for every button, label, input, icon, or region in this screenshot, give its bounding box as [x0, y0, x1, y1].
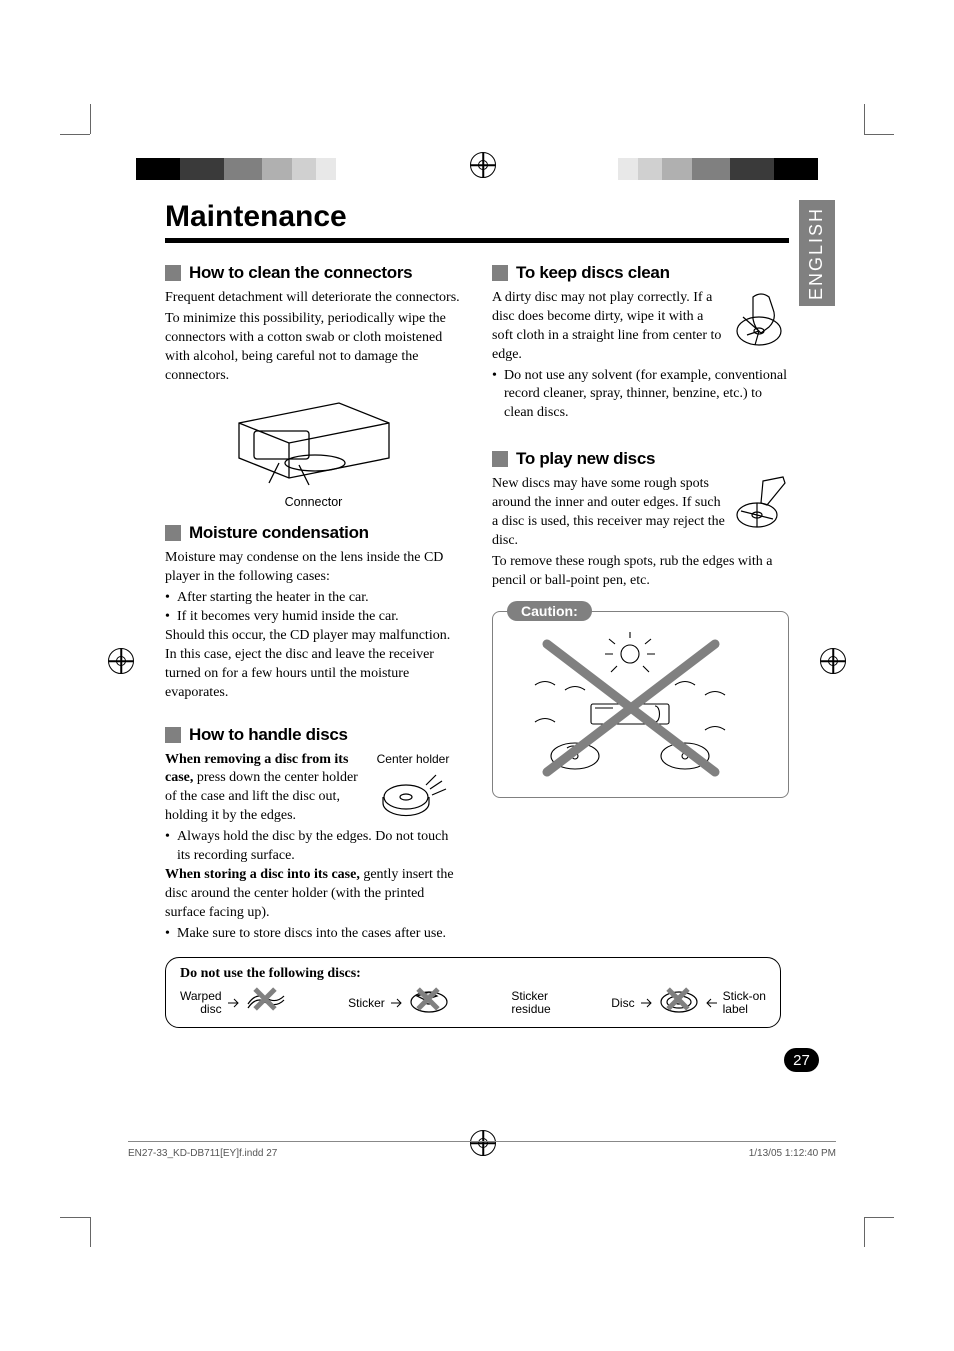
- registration-mark-icon: [470, 152, 496, 178]
- page-content: Maintenance ENGLISH How to clean the con…: [165, 200, 789, 1028]
- label: Sticker: [511, 989, 548, 1003]
- list-item: Do not use any solvent (for example, con…: [504, 367, 789, 424]
- center-holder-block: Center holder: [364, 751, 462, 824]
- label: Warped: [180, 989, 222, 1003]
- heading-text: To play new discs: [516, 449, 655, 469]
- caution-label: Caution:: [507, 601, 592, 621]
- paragraph: To remove these rough spots, rub the edg…: [492, 553, 789, 591]
- footer: EN27-33_KD-DB711[EY]f.indd 27 1/13/05 1:…: [128, 1141, 836, 1159]
- body-text: Frequent detachment will deteriorate the…: [165, 289, 462, 385]
- disc-warning-box: Do not use the following discs: Warped d…: [165, 957, 781, 1028]
- page-title: Maintenance: [165, 200, 789, 243]
- disc-warning-title: Do not use the following discs:: [180, 966, 766, 982]
- registration-mark-icon: [820, 648, 846, 674]
- body-text: Moisture may condense on the lens inside…: [165, 549, 462, 702]
- disc-warning-item: Disc Stick-on label: [611, 988, 766, 1017]
- paragraph: To minimize this possibility, periodical…: [165, 310, 462, 386]
- label: Sticker: [348, 996, 385, 1010]
- paragraph: When storing a disc into its case, gentl…: [165, 866, 462, 923]
- connector-illustration: [165, 393, 462, 493]
- disc-case-illustration: [378, 767, 448, 817]
- body-text: New discs may have some rough spots arou…: [492, 475, 789, 590]
- left-column: How to clean the connectors Frequent det…: [165, 257, 462, 943]
- heading-bullet-icon: [165, 727, 181, 743]
- list-item: Always hold the disc by the edges. Do no…: [177, 828, 462, 866]
- list-item: If it becomes very humid inside the car.: [177, 608, 399, 627]
- right-column: To keep discs clean A dirty disc may not…: [492, 257, 789, 943]
- heading-text: Moisture condensation: [189, 523, 369, 543]
- label: residue: [511, 1002, 550, 1016]
- paragraph: Moisture may condense on the lens inside…: [165, 549, 462, 587]
- heading-bullet-icon: [492, 265, 508, 281]
- list-item: After starting the heater in the car.: [177, 589, 369, 608]
- section-heading: To play new discs: [492, 449, 789, 469]
- registration-mark-icon: [108, 648, 134, 674]
- color-bar-right: [618, 158, 818, 180]
- wipe-disc-illustration: [733, 289, 789, 349]
- language-tab: ENGLISH: [799, 200, 835, 306]
- heading-bullet-icon: [492, 451, 508, 467]
- footer-right: 1/13/05 1:12:40 PM: [749, 1148, 836, 1159]
- heading-text: How to clean the connectors: [189, 263, 412, 283]
- color-bar-left: [136, 158, 336, 180]
- section-heading: To keep discs clean: [492, 263, 789, 283]
- heading-text: How to handle discs: [189, 725, 348, 745]
- paragraph: Frequent detachment will deteriorate the…: [165, 289, 462, 308]
- page-number: 27: [784, 1048, 819, 1072]
- disc-warning-item: Sticker: [348, 988, 451, 1017]
- disc-warning-item: Sticker residue: [511, 990, 550, 1016]
- pen-disc-illustration: [733, 475, 789, 531]
- x-mark-icon: [254, 988, 276, 1010]
- label: disc: [200, 1002, 221, 1016]
- heading-bullet-icon: [165, 525, 181, 541]
- disc-warning-item: Warped disc: [180, 988, 288, 1017]
- heading-text: To keep discs clean: [516, 263, 670, 283]
- section-heading: How to handle discs: [165, 725, 462, 745]
- body-text: A dirty disc may not play correctly. If …: [492, 289, 789, 423]
- illustration-caption: Connector: [165, 495, 462, 509]
- footer-left: EN27-33_KD-DB711[EY]f.indd 27: [128, 1148, 277, 1159]
- list-item: Make sure to store discs into the cases …: [177, 925, 446, 944]
- caution-illustration: [505, 630, 755, 780]
- section-heading: Moisture condensation: [165, 523, 462, 543]
- section-heading: How to clean the connectors: [165, 263, 462, 283]
- paragraph: Should this occur, the CD player may mal…: [165, 627, 462, 703]
- label: Disc: [611, 996, 634, 1010]
- caution-box: Caution:: [492, 611, 789, 798]
- heading-bullet-icon: [165, 265, 181, 281]
- x-mark-icon: [417, 988, 439, 1010]
- body-text: Center holder When removing a disc from …: [165, 751, 462, 944]
- label: Stick-on: [723, 989, 766, 1003]
- x-mark-icon: [667, 988, 689, 1010]
- illustration-caption: Center holder: [364, 751, 462, 767]
- label: label: [723, 1002, 748, 1016]
- language-label: ENGLISH: [807, 206, 828, 299]
